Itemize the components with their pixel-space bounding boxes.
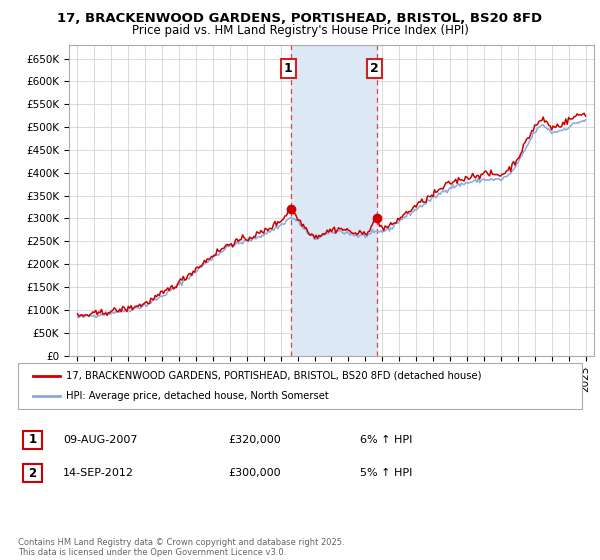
Text: 2: 2 — [28, 466, 37, 480]
Text: 2: 2 — [370, 62, 379, 75]
Text: 14-SEP-2012: 14-SEP-2012 — [63, 468, 134, 478]
Text: 09-AUG-2007: 09-AUG-2007 — [63, 435, 137, 445]
Text: 17, BRACKENWOOD GARDENS, PORTISHEAD, BRISTOL, BS20 8FD (detached house): 17, BRACKENWOOD GARDENS, PORTISHEAD, BRI… — [66, 371, 482, 381]
Text: £300,000: £300,000 — [228, 468, 281, 478]
Text: 6% ↑ HPI: 6% ↑ HPI — [360, 435, 412, 445]
Text: 1: 1 — [284, 62, 293, 75]
Text: £320,000: £320,000 — [228, 435, 281, 445]
Text: 5% ↑ HPI: 5% ↑ HPI — [360, 468, 412, 478]
Bar — [291, 45, 377, 356]
Text: Contains HM Land Registry data © Crown copyright and database right 2025.
This d: Contains HM Land Registry data © Crown c… — [18, 538, 344, 557]
Text: 1: 1 — [28, 433, 37, 446]
Text: HPI: Average price, detached house, North Somerset: HPI: Average price, detached house, Nort… — [66, 391, 329, 401]
Text: 17, BRACKENWOOD GARDENS, PORTISHEAD, BRISTOL, BS20 8FD: 17, BRACKENWOOD GARDENS, PORTISHEAD, BRI… — [58, 12, 542, 25]
Text: Price paid vs. HM Land Registry's House Price Index (HPI): Price paid vs. HM Land Registry's House … — [131, 24, 469, 37]
